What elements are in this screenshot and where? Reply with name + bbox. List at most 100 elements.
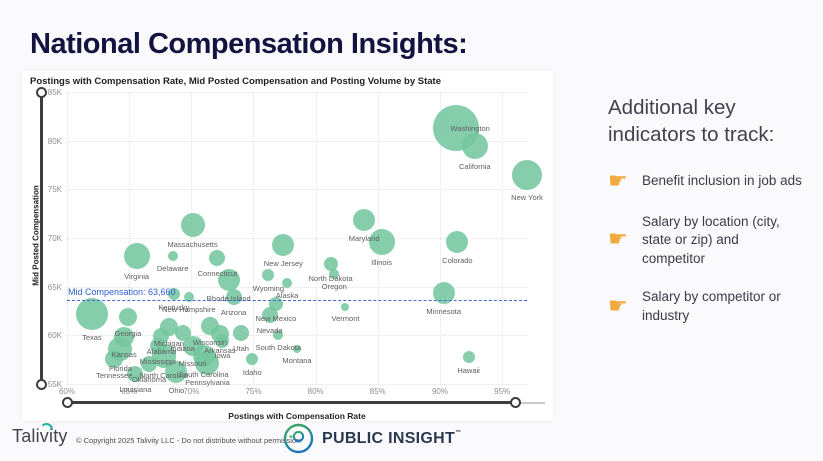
bubble-label-utah: Utah [233,344,249,354]
bubble-missouri[interactable] [182,336,203,357]
x-tick-label: 75% [245,387,262,396]
bubble-label-new-mexico: New Mexico [255,314,297,324]
bubble-new-york[interactable] [512,159,543,190]
copyright-text: © Copyright 2025 Talivity LLC - Do not d… [76,436,301,445]
bubble-label-hawaii: Hawaii [457,365,480,375]
bubble-label-new-jersey: New Jersey [263,258,303,268]
x-tick-label: 95% [494,387,511,396]
x-axis-range-slider-track[interactable] [67,401,515,404]
list-item-salary-by-location: ☛ Salary by location (city, state or zip… [608,213,813,269]
bubble-label-mississippi: Mississippi [139,357,176,367]
list-item-benefit-inclusion: ☛ Benefit inclusion in job ads [608,168,813,194]
x-axis-range-slider-rest[interactable] [515,401,545,404]
bubble-kansas[interactable] [114,327,135,348]
y-tick-label: 85K [47,88,62,97]
bubble-label-massachusetts: Massachusetts [167,240,218,250]
bubble-connecticut[interactable] [209,250,226,267]
bubble-california[interactable] [461,132,488,159]
y-tick-label: 60K [47,331,62,341]
bubble-label-new-york: New York [511,192,543,202]
bubble-new-hampshire[interactable] [183,292,194,303]
bubble-idaho[interactable] [246,352,259,365]
bubble-label-iowa: Iowa [214,351,231,361]
bubble-virginia[interactable] [123,242,150,269]
bubble-minnesota[interactable] [432,281,455,304]
scatter-chart-card: Postings with Compensation Rate, Mid Pos… [22,71,553,421]
bubble-arizona[interactable] [225,289,242,306]
bubble-label-north-carolina: North Carolina [139,370,189,380]
bubble-texas[interactable] [75,297,108,330]
pointing-hand-icon: ☛ [608,227,628,253]
bubble-north-dakota[interactable] [323,257,338,272]
bubble-oregon[interactable] [329,269,340,279]
x-axis-title: Postings with Compensation Rate [228,411,366,421]
sidebar-key-indicators: Additional key indicators to track: ☛ Be… [608,94,813,346]
bubble-mississippi[interactable] [149,338,166,355]
page-title: National Compensation Insights: [30,28,468,60]
bubble-label-wisconsin: Wisconsin [192,337,228,347]
bubble-vermont[interactable] [341,303,350,312]
bubble-illinois[interactable] [368,228,395,255]
bubble-south-dakota[interactable] [273,330,284,341]
bubble-indiana[interactable] [174,325,191,342]
y-axis-range-slider-track[interactable] [39,92,43,384]
bubble-utah[interactable] [233,325,250,342]
bubble-louisiana[interactable] [127,366,144,383]
list-item-label: Benefit inclusion in job ads [642,173,802,189]
lightbulb-icon [283,423,314,454]
list-item-label: Salary by location (city, state or zip) … [642,213,780,266]
y-tick-label: 75K [47,185,62,195]
talivity-arc-icon [40,423,53,430]
x-axis-slider-handle-right[interactable] [509,397,521,408]
bubble-label-texas: Texas [82,332,102,342]
bubble-kentucky[interactable] [167,288,180,301]
bubble-colorado[interactable] [446,230,469,253]
bubble-label-florida: Florida [108,363,132,373]
bubble-oklahoma[interactable] [141,355,158,372]
bubble-label-kansas: Kansas [111,350,137,360]
bubble-wisconsin[interactable] [200,316,219,335]
bubble-label-montana: Montana [282,355,312,365]
bubble-label-louisiana: Louisiana [119,385,152,395]
sidebar-heading: Additional key indicators to track: [608,96,775,147]
pointing-hand-icon: ☛ [608,294,628,319]
y-axis-slider-handle-bottom[interactable] [35,378,47,390]
list-item-label: Salary by competitor or industry [642,289,781,323]
trademark-symbol: ™ [455,429,462,436]
bubble-label-wyoming: Wyoming [252,283,284,293]
bubble-label-illinois: Illinois [371,257,392,267]
bubble-label-pennsylvania: Pennsylvania [185,377,230,387]
bubble-massachusetts[interactable] [180,213,205,238]
bubble-georgia[interactable] [118,307,137,326]
bubble-maryland[interactable] [353,209,376,232]
y-tick-label: 80K [47,136,62,146]
bubble-label-arkansas: Arkansas [204,346,236,356]
bubble-delaware[interactable] [167,250,178,261]
y-tick-label: 70K [47,233,62,243]
gridline-horizontal [67,189,527,191]
y-axis-slider-handle-top[interactable] [35,86,47,98]
x-axis-slider-handle-left[interactable] [61,397,73,408]
pointing-hand-icon: ☛ [608,168,628,194]
mid-compensation-reference-label: Mid Compensation: 63,660 [68,286,176,297]
bubble-iowa[interactable] [215,334,230,349]
bubble-new-jersey[interactable] [272,233,295,256]
bubble-alaska[interactable] [282,277,293,288]
bubble-label-georgia: Georgia [114,328,142,338]
gridline-horizontal [67,140,527,142]
bubble-label-south-carolina: South Carolina [178,369,229,379]
bubble-label-missouri: Missouri [178,359,207,369]
public-insight-logo: PUBLIC INSIGHT™ [283,423,461,454]
bubble-montana[interactable] [293,344,301,353]
bubble-ohio[interactable] [165,361,188,384]
list-item-salary-by-competitor: ☛ Salary by competitor or industry [608,288,813,325]
bubble-rhode-island[interactable] [217,268,240,291]
bubble-tennessee[interactable] [105,349,124,368]
bubble-wyoming[interactable] [262,268,275,281]
x-tick-label: 70% [183,387,200,396]
bubble-nevada[interactable] [261,306,278,323]
bubble-hawaii[interactable] [462,350,475,363]
bubble-label-indiana: Indiana [170,344,195,354]
bubble-label-arizona: Arizona [220,308,247,318]
